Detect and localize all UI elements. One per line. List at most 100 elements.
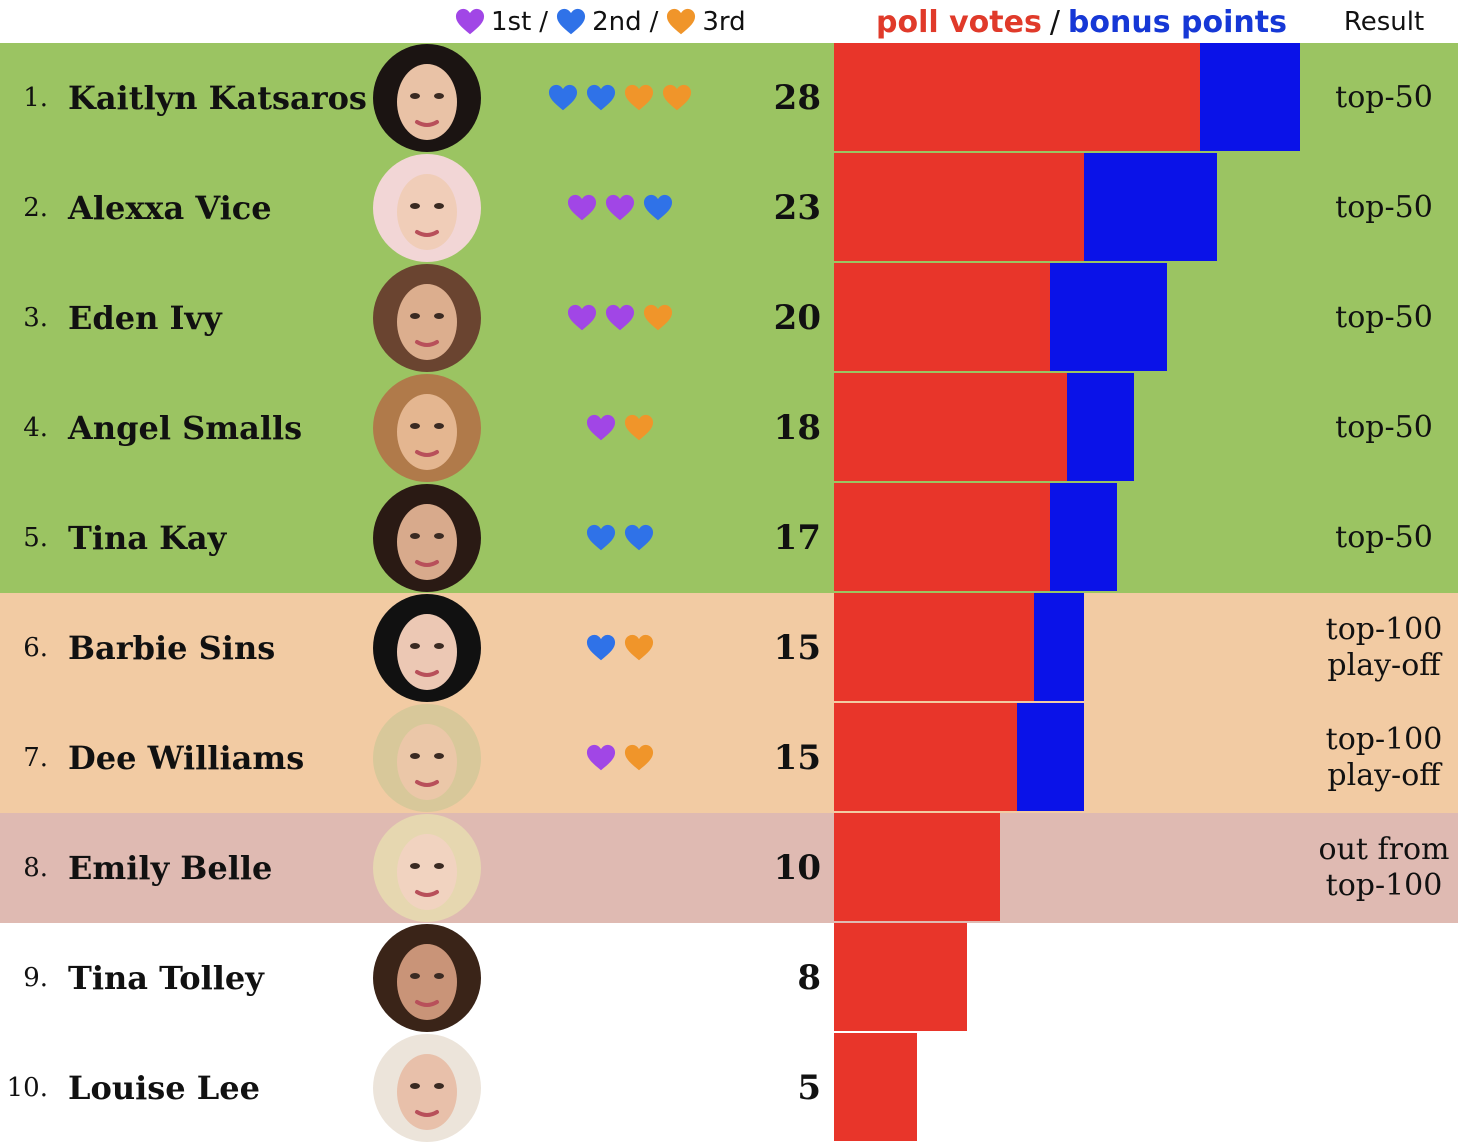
bonus-points-bar <box>1034 593 1084 701</box>
rank-number: 1. <box>23 83 48 113</box>
bonus-points-bar <box>1050 263 1167 371</box>
result-cell: top-100 play-off <box>1318 703 1450 813</box>
performer-name: Dee Williams <box>68 739 305 777</box>
result-text: top-100 <box>1325 722 1443 757</box>
table-row: 3. Eden Ivy 20 top-50 <box>0 263 1458 373</box>
ranking-rows: 1. Kaitlyn Katsaros 28 top-50 2. Alexxa Vice 2… <box>0 43 1458 1146</box>
table-row: 2. Alexxa Vice 23 top-50 <box>0 153 1458 263</box>
purple-heart-icon <box>605 304 635 331</box>
total-score: 17 <box>773 518 821 558</box>
total-score: 23 <box>773 188 821 228</box>
poll-votes-title: poll votes <box>876 4 1042 40</box>
stacked-bar <box>834 923 967 1033</box>
performer-name: Louise Lee <box>68 1069 260 1107</box>
stacked-bar <box>834 1033 917 1143</box>
poll-votes-bar <box>834 373 1067 481</box>
rank-number: 3. <box>23 303 48 333</box>
bonus-points-bar <box>1050 483 1117 591</box>
bonus-points-bar <box>1084 153 1217 261</box>
stacked-bar <box>834 483 1117 593</box>
orange-heart-icon <box>624 414 654 441</box>
purple-heart-icon <box>586 744 616 771</box>
performer-name: Tina Kay <box>68 519 227 557</box>
poll-votes-bar <box>834 923 967 1031</box>
rank-number: 5. <box>23 523 48 553</box>
award-hearts <box>500 153 740 263</box>
avatar <box>373 374 481 482</box>
result-text: play-off <box>1327 648 1441 683</box>
avatar <box>373 594 481 702</box>
legend-third-label: 3rd <box>702 7 746 37</box>
result-cell <box>1318 1033 1450 1143</box>
performer-name: Emily Belle <box>68 849 273 887</box>
stacked-bar <box>834 263 1167 373</box>
purple-heart-icon <box>605 194 635 221</box>
award-hearts <box>500 1033 740 1143</box>
poll-votes-bar <box>834 593 1034 701</box>
poll-votes-bar <box>834 483 1050 591</box>
performer-name: Alexxa Vice <box>68 189 272 227</box>
result-cell: top-50 <box>1318 483 1450 593</box>
award-hearts <box>500 43 740 153</box>
avatar <box>373 704 481 812</box>
total-score: 20 <box>773 298 821 338</box>
result-text: top-50 <box>1335 410 1433 445</box>
rank-number: 4. <box>23 413 48 443</box>
avatar <box>373 814 481 922</box>
avatar <box>373 484 481 592</box>
poll-votes-bar <box>834 703 1017 811</box>
stacked-bar <box>834 373 1134 483</box>
result-text: top-50 <box>1335 80 1433 115</box>
stacked-bar <box>834 43 1300 153</box>
blue-heart-icon <box>586 634 616 661</box>
blue-heart-icon <box>557 8 586 35</box>
poll-votes-bar <box>834 153 1084 261</box>
table-row: 6. Barbie Sins 15 top-100 play-off <box>0 593 1458 703</box>
award-hearts <box>500 263 740 373</box>
rank-number: 9. <box>23 963 48 993</box>
title-slash: / <box>1049 4 1060 40</box>
total-score: 8 <box>797 958 821 998</box>
table-row: 9. Tina Tolley 8 <box>0 923 1458 1033</box>
result-cell: top-50 <box>1318 43 1450 153</box>
rank-number: 8. <box>23 853 48 883</box>
stacked-bar <box>834 813 1000 923</box>
blue-heart-icon <box>548 84 578 111</box>
award-hearts <box>500 593 740 703</box>
result-cell: top-50 <box>1318 153 1450 263</box>
legend-separator: / <box>539 7 549 37</box>
award-hearts <box>500 813 740 923</box>
poll-votes-bar <box>834 263 1050 371</box>
orange-heart-icon <box>624 744 654 771</box>
performer-name: Barbie Sins <box>68 629 276 667</box>
result-text: top-50 <box>1335 190 1433 225</box>
total-score: 18 <box>773 408 821 448</box>
table-row: 4. Angel Smalls 18 top-50 <box>0 373 1458 483</box>
orange-heart-icon <box>643 304 673 331</box>
table-row: 1. Kaitlyn Katsaros 28 top-50 <box>0 43 1458 153</box>
purple-heart-icon <box>567 304 597 331</box>
bonus-points-bar <box>1200 43 1300 151</box>
result-cell: top-100 play-off <box>1318 593 1450 703</box>
orange-heart-icon <box>624 84 654 111</box>
result-text: top-100 <box>1325 868 1443 903</box>
orange-heart-icon <box>624 634 654 661</box>
stacked-bar <box>834 153 1217 263</box>
purple-heart-icon <box>455 8 485 35</box>
award-hearts <box>500 483 740 593</box>
avatar <box>373 154 481 262</box>
award-hearts <box>500 923 740 1033</box>
avatar <box>373 924 481 1032</box>
result-cell: top-50 <box>1318 373 1450 483</box>
performer-name: Angel Smalls <box>68 409 303 447</box>
result-cell <box>1318 923 1450 1033</box>
rank-number: 6. <box>23 633 48 663</box>
stacked-bar <box>834 703 1084 813</box>
result-cell: out from top-100 <box>1318 813 1450 923</box>
orange-heart-icon <box>667 8 696 35</box>
total-score: 10 <box>773 848 821 888</box>
performer-name: Tina Tolley <box>68 959 264 997</box>
bonus-points-bar <box>1017 703 1084 811</box>
avatar <box>373 264 481 372</box>
result-text: top-100 <box>1325 612 1443 647</box>
